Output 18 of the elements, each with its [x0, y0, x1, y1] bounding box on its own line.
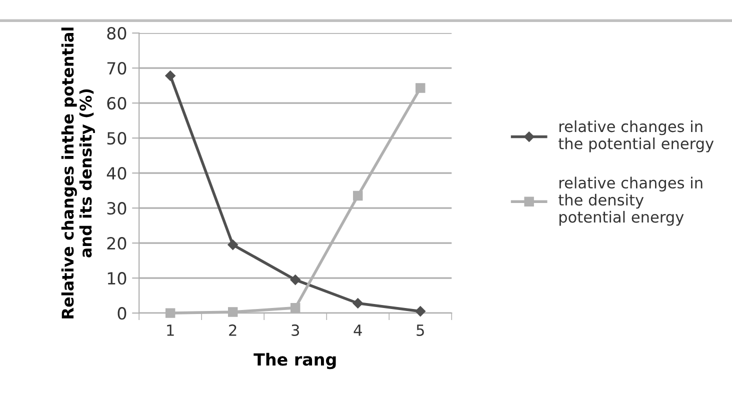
- y-tick-label: 0: [118, 307, 126, 320]
- legend-label: relative changes in the potential energy: [558, 120, 714, 152]
- y-tick-label: 70: [107, 62, 126, 75]
- y-tick-label: 40: [106, 167, 126, 180]
- y-tick-label: 50: [107, 132, 126, 145]
- x-tick-label: 2: [229, 324, 236, 336]
- x-tick-label: 5: [416, 324, 424, 336]
- y-axis-title: Relative changes inthe potential and its density (%): [61, 28, 95, 318]
- y-tick-label: 60: [107, 97, 126, 110]
- y-tick-label: 30: [107, 202, 126, 215]
- x-tick-label: 3: [292, 324, 299, 336]
- x-axis-title: The rang: [254, 352, 336, 370]
- x-tick-label: 4: [354, 324, 362, 336]
- y-tick-label: 80: [107, 27, 126, 40]
- y-tick-label: 10: [108, 272, 126, 285]
- x-tick-label: 1: [167, 324, 174, 336]
- y-tick-label: 20: [107, 237, 126, 250]
- legend-label: relative changes in the density potential energy: [558, 176, 702, 226]
